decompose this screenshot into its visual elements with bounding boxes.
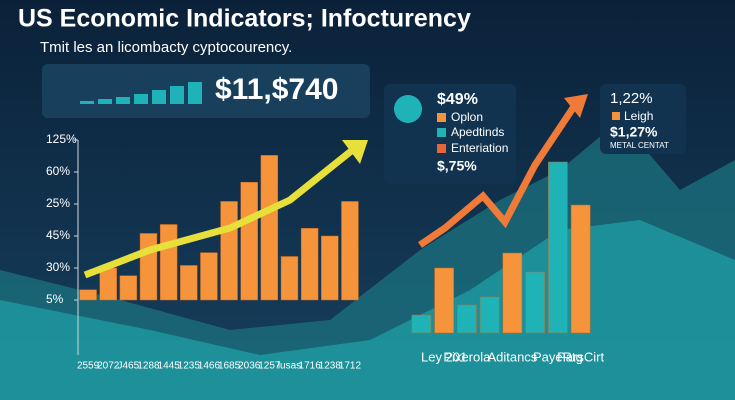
bar [525, 271, 545, 334]
bar [411, 314, 432, 334]
side-value: $1,27% [610, 124, 658, 140]
dollar-icon [394, 95, 422, 123]
legend-item: Enteriation [451, 141, 508, 155]
side-caption: METAL CENTAT [610, 141, 669, 150]
bar [321, 235, 339, 301]
title: US Economic Indicators; Infocturency [18, 5, 471, 33]
y-tick-label: 125% [46, 132, 77, 146]
y-tick-label: 45% [46, 228, 70, 242]
trend-arrow [418, 103, 578, 248]
y-tick-label: 60% [46, 164, 70, 178]
side-item: Leigh [624, 109, 653, 123]
bar [159, 224, 178, 301]
x-tick-label: Ley 201 [421, 349, 467, 364]
subtitle: Tmit les an licombacty cyptocourency. [40, 39, 292, 56]
x-tick-label: Aditancs [487, 349, 537, 364]
legend-swatch [437, 113, 446, 122]
x-tick-label: 1716 [299, 361, 322, 372]
x-tick-label: lusas [278, 361, 301, 372]
price-box [42, 64, 370, 118]
x-tick-label: 1235 [178, 361, 201, 372]
x-tick-label: 1238 [319, 361, 342, 372]
side-box [600, 84, 686, 154]
x-tick-label: 1685 [218, 361, 241, 372]
y-tick-label: 5% [46, 292, 64, 306]
bar [119, 275, 138, 301]
side-percent: 1,22% [610, 90, 653, 107]
bar [434, 267, 454, 334]
bar [200, 252, 218, 301]
legend-item: Apedtinds [451, 125, 504, 139]
x-tick-label: PayeRtg [533, 349, 583, 364]
x-tick-label: ParsCirt [557, 349, 604, 364]
arrow-head [564, 94, 588, 118]
bar [570, 204, 591, 334]
bar [99, 267, 117, 301]
charts: 5%30%45%25%60%125%25592072J4651288144512… [46, 132, 604, 371]
bar [300, 228, 319, 301]
x-tick-label: 2559 [77, 361, 100, 372]
bar [139, 233, 158, 301]
bar [280, 256, 299, 301]
bar [341, 201, 359, 301]
legend-percent: $49% [437, 91, 478, 108]
legend-item: Oplon [451, 110, 483, 124]
bar [479, 296, 500, 334]
bar [240, 181, 258, 301]
trend-arrow [83, 145, 358, 279]
arrow-head [342, 140, 368, 164]
legend-swatch [437, 128, 446, 137]
x-tick-label: 1445 [158, 361, 181, 372]
bar [502, 252, 523, 334]
y-tick-label: 25% [46, 196, 70, 210]
x-tick-label: J465 [118, 361, 140, 372]
side-swatch [612, 112, 620, 120]
x-tick-label: 1257 [258, 361, 281, 372]
legend-swatch [437, 144, 446, 153]
y-tick-label: 30% [46, 260, 70, 274]
x-tick-label: 1288 [137, 361, 160, 372]
price: $11,$740 [215, 73, 338, 106]
x-tick-label: 1712 [339, 361, 362, 372]
bar [220, 201, 238, 301]
legend-note: $,75% [437, 158, 477, 174]
x-tick-label: 1466 [198, 361, 221, 372]
bar [260, 155, 279, 301]
x-tick-label: Pixerola [443, 349, 491, 364]
x-tick-label: 2072 [97, 361, 120, 372]
x-tick-label: 2036 [238, 361, 261, 372]
bar [79, 289, 97, 301]
bar [180, 265, 198, 301]
bar [548, 161, 568, 334]
mini-bars [80, 82, 202, 104]
bar [457, 304, 477, 334]
